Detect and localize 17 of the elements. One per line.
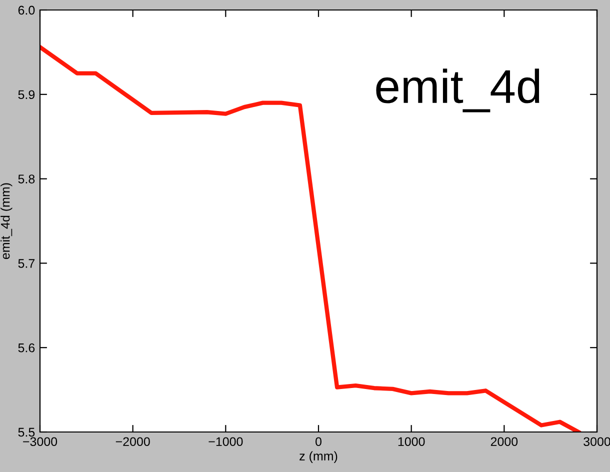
annotation: emit_4d bbox=[376, 68, 540, 112]
line-series bbox=[40, 45, 581, 432]
x-tick-label: 2000 bbox=[490, 437, 518, 446]
y-tick-label: 5.5 bbox=[18, 428, 35, 437]
y-tick-label: 5.7 bbox=[18, 259, 35, 268]
y-tick-label: 6.0 bbox=[18, 6, 35, 15]
x-tick-label: 1000 bbox=[398, 437, 425, 446]
x-tick-label: −2000 bbox=[116, 437, 150, 446]
y-axis-title: emit_4d (mm) bbox=[0, 183, 12, 260]
x-tick-label: 3000 bbox=[584, 437, 610, 446]
x-tick-label: 0 bbox=[316, 437, 322, 446]
x-tick-label: −3000 bbox=[23, 437, 58, 446]
x-tick-label: −1000 bbox=[208, 437, 243, 446]
y-tick-label: 5.8 bbox=[18, 174, 35, 184]
y-tick-label: 5.9 bbox=[18, 90, 35, 100]
x-axis-title: z (mm) bbox=[300, 451, 338, 463]
y-tick-label: 5.6 bbox=[18, 343, 35, 352]
